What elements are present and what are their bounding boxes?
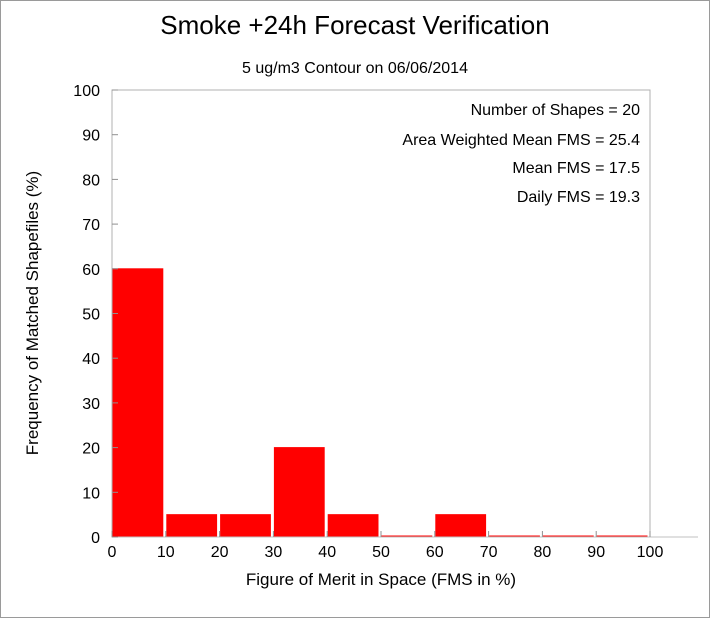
bar-10-20 (166, 514, 218, 538)
y-tick-label: 80 (82, 172, 100, 189)
chart-subtitle: 5 ug/m3 Contour on 06/06/2014 (242, 60, 468, 77)
x-tick-label: 100 (637, 544, 664, 561)
x-tick-label: 50 (372, 544, 390, 561)
y-tick-label: 10 (82, 485, 100, 502)
x-tick-label: 70 (480, 544, 498, 561)
annotation-daily-fms: Daily FMS = 19.3 (516, 189, 640, 206)
y-tick-label: 0 (91, 530, 100, 547)
x-tick-label: 60 (426, 544, 444, 561)
bar-30-40 (273, 447, 325, 538)
annotation-area-weighted-mean-fms: Area Weighted Mean FMS = 25.4 (402, 132, 640, 149)
y-tick-label: 20 (82, 441, 100, 458)
bars-group (112, 268, 648, 538)
y-ticks-group: 0 10 20 30 40 50 60 70 80 90 100 (73, 83, 118, 547)
x-ticks-group: 0 10 20 30 40 50 60 70 80 90 100 (108, 531, 664, 561)
plot-frame (111, 89, 651, 538)
y-tick-label: 70 (82, 217, 100, 234)
x-tick-label: 0 (108, 544, 117, 561)
y-axis-label: Frequency of Matched Shapefiles (%) (23, 170, 42, 456)
annotation-number-of-shapes: Number of Shapes = 20 (470, 102, 640, 119)
y-tick-label: 90 (82, 128, 100, 145)
x-tick-label: 90 (587, 544, 605, 561)
chart-title: Smoke +24h Forecast Verification (160, 10, 550, 40)
x-tick-label: 40 (318, 544, 336, 561)
bar-0-10 (112, 268, 164, 538)
x-tick-label: 10 (157, 544, 175, 561)
y-tick-label: 100 (73, 83, 100, 100)
y-tick-label: 60 (82, 262, 100, 279)
y-tick-label: 30 (82, 396, 100, 413)
bar-20-30 (220, 514, 271, 538)
y-tick-label: 50 (82, 307, 100, 324)
bar-60-70 (435, 514, 487, 538)
x-tick-label: 20 (211, 544, 229, 561)
x-tick-label: 80 (534, 544, 552, 561)
bar-40-50 (327, 514, 379, 538)
x-axis-label: Figure of Merit in Space (FMS in %) (245, 570, 517, 589)
y-tick-label: 40 (82, 351, 100, 368)
x-tick-label: 30 (265, 544, 283, 561)
annotation-mean-fms: Mean FMS = 17.5 (512, 160, 640, 177)
